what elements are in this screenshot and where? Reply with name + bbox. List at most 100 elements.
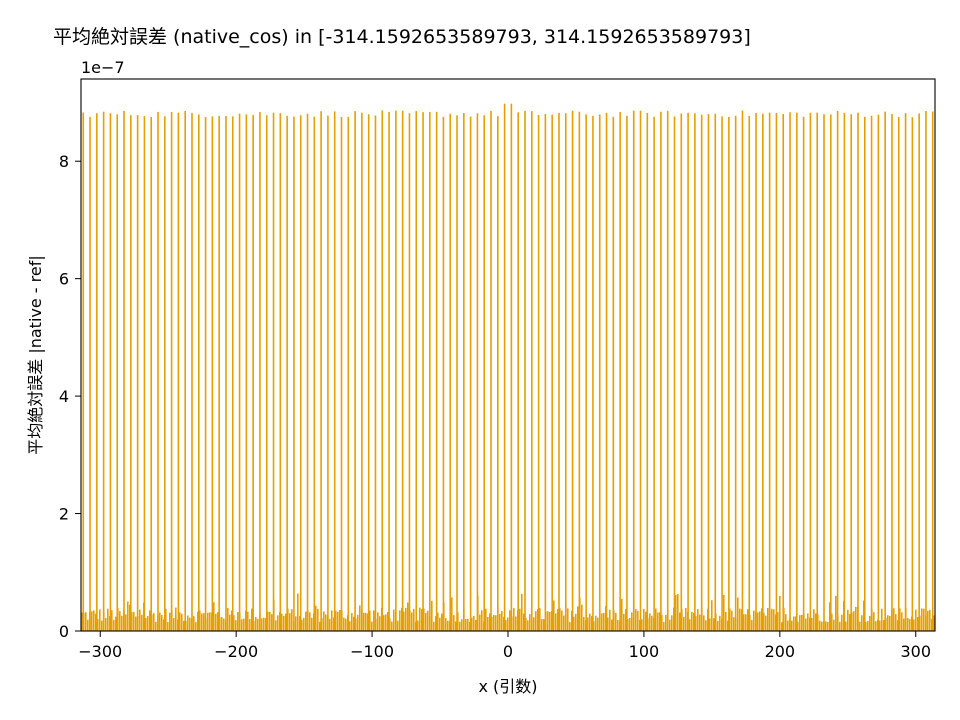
noise-bar <box>713 618 715 631</box>
noise-bar <box>623 613 625 631</box>
noise-bar <box>705 620 707 631</box>
spike-bar <box>694 113 696 631</box>
noise-bar <box>439 617 441 631</box>
y-offset-text: 1e−7 <box>81 58 125 77</box>
spike-bar <box>347 116 350 631</box>
noise-bar <box>363 612 365 631</box>
noise-bar <box>719 615 721 631</box>
noise-bar <box>859 621 861 631</box>
noise-bar <box>723 595 725 631</box>
noise-bar <box>729 608 731 631</box>
noise-bar <box>649 613 651 631</box>
noise-bar <box>733 617 735 631</box>
noise-bar <box>807 613 809 631</box>
noise-bar <box>283 615 285 631</box>
noise-bar <box>745 614 747 631</box>
noise-bar <box>795 616 797 631</box>
noise-bar <box>453 615 455 631</box>
noise-bar <box>763 612 765 631</box>
x-tick-label: 100 <box>629 642 660 661</box>
noise-bar <box>651 615 653 631</box>
spike-bar <box>354 111 356 631</box>
spike-bar <box>816 112 819 632</box>
noise-bar <box>469 621 471 631</box>
noise-bar <box>365 612 367 631</box>
noise-bar <box>873 612 875 631</box>
noise-bar <box>131 612 133 631</box>
spike-bar <box>734 115 737 631</box>
spike-bar <box>102 111 105 631</box>
noise-bar <box>765 615 767 631</box>
noise-bar <box>525 617 527 631</box>
noise-bar <box>505 620 507 631</box>
spike-bar <box>564 113 567 631</box>
noise-bar <box>261 618 263 631</box>
spike-bar <box>143 116 146 632</box>
spike-bar <box>123 110 125 631</box>
noise-bar <box>111 610 113 631</box>
spike-bar <box>490 110 492 631</box>
noise-bar <box>675 595 677 631</box>
noise-bar <box>663 622 665 631</box>
spike-bar <box>422 112 424 631</box>
noise-bar <box>447 620 449 631</box>
noise-bar <box>861 615 863 631</box>
noise-bar <box>101 620 103 631</box>
noise-bar <box>839 621 841 631</box>
noise-bar <box>717 620 719 631</box>
noise-bar <box>577 606 579 631</box>
spike-bar <box>612 116 615 632</box>
noise-bar <box>269 611 271 631</box>
noise-bar <box>173 618 175 631</box>
noise-bar <box>887 615 889 631</box>
noise-bar <box>847 609 849 631</box>
y-tick-label: 4 <box>59 387 69 406</box>
noise-bar <box>343 617 345 631</box>
noise-bar <box>863 600 865 631</box>
spike-bar <box>259 112 261 631</box>
noise-bar <box>95 613 97 631</box>
noise-bar <box>427 610 429 631</box>
noise-bar <box>349 621 351 631</box>
noise-bar <box>549 611 551 631</box>
noise-bar <box>93 610 95 631</box>
spike-bar <box>265 115 268 632</box>
spike-bar <box>157 111 159 631</box>
spike-bar <box>700 114 703 631</box>
noise-bar <box>159 612 161 631</box>
noise-bar <box>893 608 895 631</box>
noise-bar <box>867 620 869 631</box>
noise-bar <box>149 610 151 631</box>
spike-bar <box>809 112 812 632</box>
noise-bar <box>275 620 277 631</box>
noise-bar <box>125 614 127 631</box>
spike-bar <box>367 114 370 632</box>
noise-bar <box>371 621 373 631</box>
spike-bar <box>660 111 662 631</box>
noise-bar <box>811 617 813 631</box>
noise-bar <box>895 614 897 631</box>
noise-bar <box>209 612 211 631</box>
noise-bar <box>91 611 93 631</box>
noise-bar <box>709 618 711 631</box>
noise-bar <box>659 612 661 631</box>
noise-bar <box>563 615 565 631</box>
noise-bar <box>913 619 915 631</box>
noise-bar <box>683 616 685 631</box>
noise-bar <box>727 620 729 631</box>
noise-bar <box>297 593 299 631</box>
spike-bar <box>429 111 431 631</box>
noise-bar <box>917 617 919 631</box>
noise-bar <box>419 607 421 631</box>
noise-bar <box>829 602 831 631</box>
noise-bar <box>781 622 783 631</box>
noise-bar <box>175 607 177 631</box>
spike-bar <box>374 115 377 631</box>
x-tick-label: −300 <box>78 642 122 661</box>
spike-bar <box>877 114 880 631</box>
noise-bar <box>357 614 359 631</box>
spike-bar <box>632 110 635 631</box>
noise-bar <box>541 618 543 631</box>
spike-bar <box>191 113 193 631</box>
noise-bar <box>433 621 435 631</box>
